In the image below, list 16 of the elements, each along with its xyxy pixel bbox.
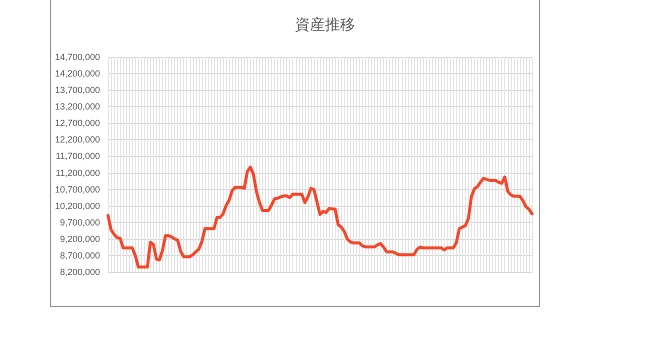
- chart-title: 資産推移: [295, 16, 355, 34]
- y-tick-label: 9,200,000: [60, 234, 100, 244]
- y-tick-label: 11,700,000: [56, 151, 100, 162]
- y-tick-label: 10,700,000: [54, 184, 100, 194]
- y-tick-label: 8,200,000: [60, 267, 100, 277]
- line-series: [106, 166, 534, 269]
- y-tick-label: 13,700,000: [54, 85, 100, 96]
- y-tick-label: 12,700,000: [54, 118, 100, 128]
- y-tick-label: 14,700,000: [54, 52, 100, 62]
- y-tick-label: 14,200,000: [54, 68, 100, 79]
- y-tick-label: 13,200,000: [54, 102, 100, 112]
- y-tick-label: 8,700,000: [60, 250, 100, 260]
- y-tick-label: 9,700,000: [60, 217, 100, 228]
- y-tick-label: 12,200,000: [54, 134, 100, 145]
- y-tick-label: 11,200,000: [56, 168, 100, 178]
- y-tick-label: 10,200,000: [54, 200, 100, 211]
